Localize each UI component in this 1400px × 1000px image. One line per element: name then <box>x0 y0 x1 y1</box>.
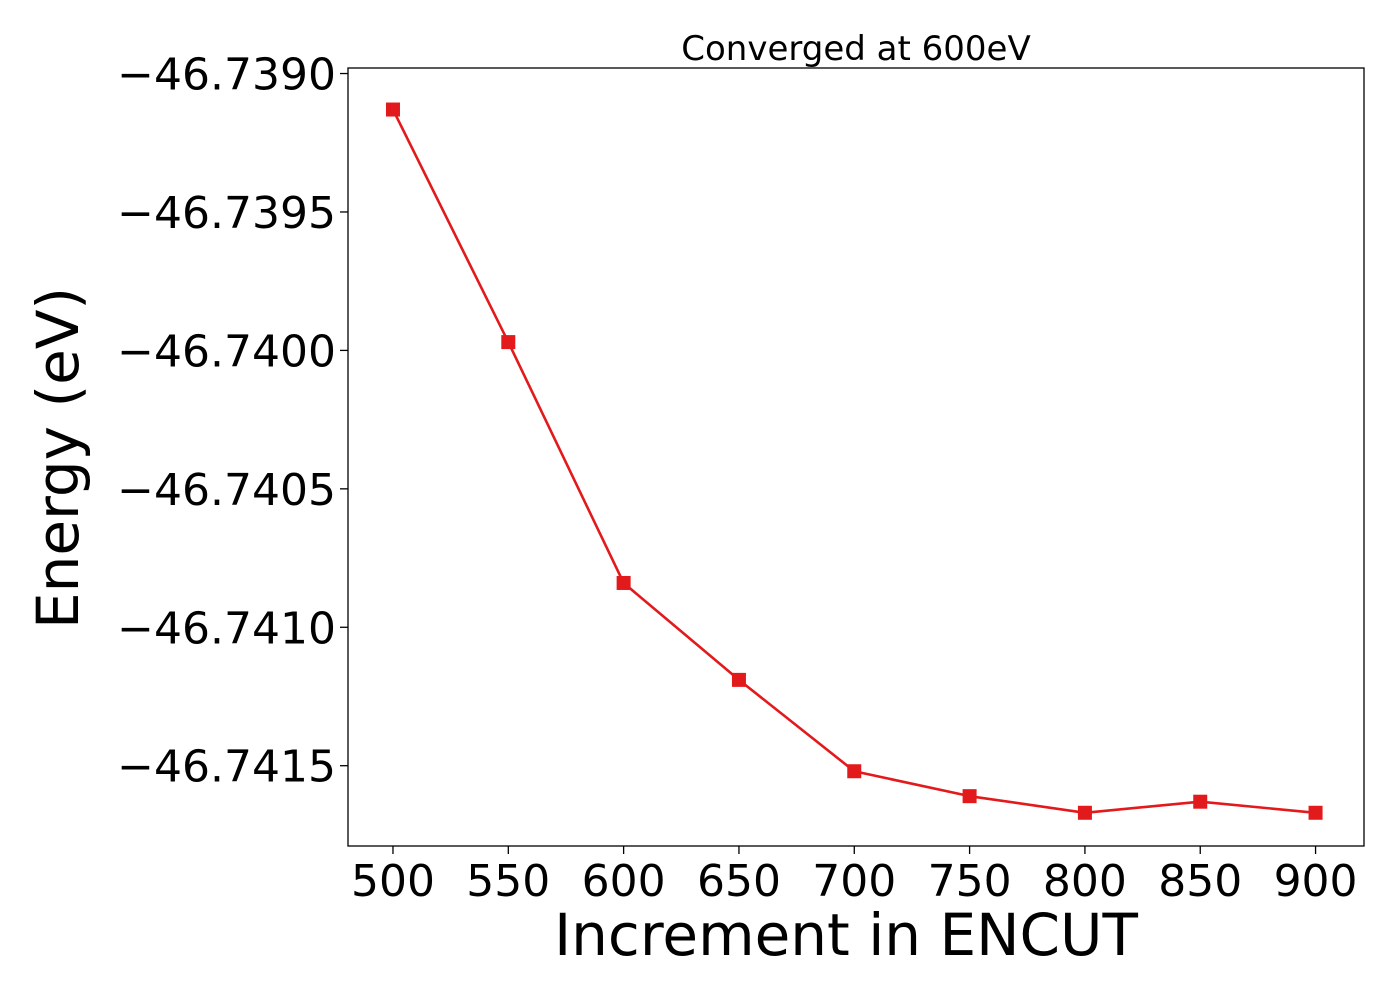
x-tick-label: 750 <box>928 856 1012 907</box>
y-tick-label: −46.7405 <box>117 465 336 516</box>
x-tick-label: 650 <box>697 856 781 907</box>
plot-area: 500 550 600 650 700 750 800 850 900 −46.7390 −46.7… <box>117 50 1365 907</box>
data-point-marker <box>962 789 977 804</box>
y-tick-label: −46.7395 <box>117 188 336 239</box>
x-axis-label: Increment in ENCUT <box>554 901 1138 969</box>
data-point-marker <box>616 575 631 590</box>
plot-frame <box>347 67 1365 847</box>
x-tick-label: 700 <box>812 856 896 907</box>
data-point-marker <box>847 764 862 779</box>
data-point-marker <box>501 335 516 350</box>
y-axis-label: Energy (eV) <box>24 287 92 629</box>
data-point-marker <box>385 102 400 117</box>
x-tick-label: 800 <box>1043 856 1127 907</box>
data-point-marker <box>1308 805 1323 820</box>
y-tick-label: −46.7415 <box>117 742 336 793</box>
y-tick-label: −46.7400 <box>117 326 336 377</box>
x-tick-label: 900 <box>1274 856 1358 907</box>
x-tick-label: 500 <box>351 856 435 907</box>
y-tick-label: −46.7410 <box>117 603 336 654</box>
x-tick-label: 850 <box>1158 856 1242 907</box>
data-point-marker <box>1077 805 1092 820</box>
data-point-marker <box>1193 794 1208 809</box>
y-tick-label: −46.7390 <box>117 50 336 101</box>
data-point-marker <box>731 672 746 687</box>
x-tick-label: 600 <box>582 856 666 907</box>
x-tick-label: 550 <box>466 856 550 907</box>
chart-title: Converged at 600eV <box>681 29 1030 69</box>
